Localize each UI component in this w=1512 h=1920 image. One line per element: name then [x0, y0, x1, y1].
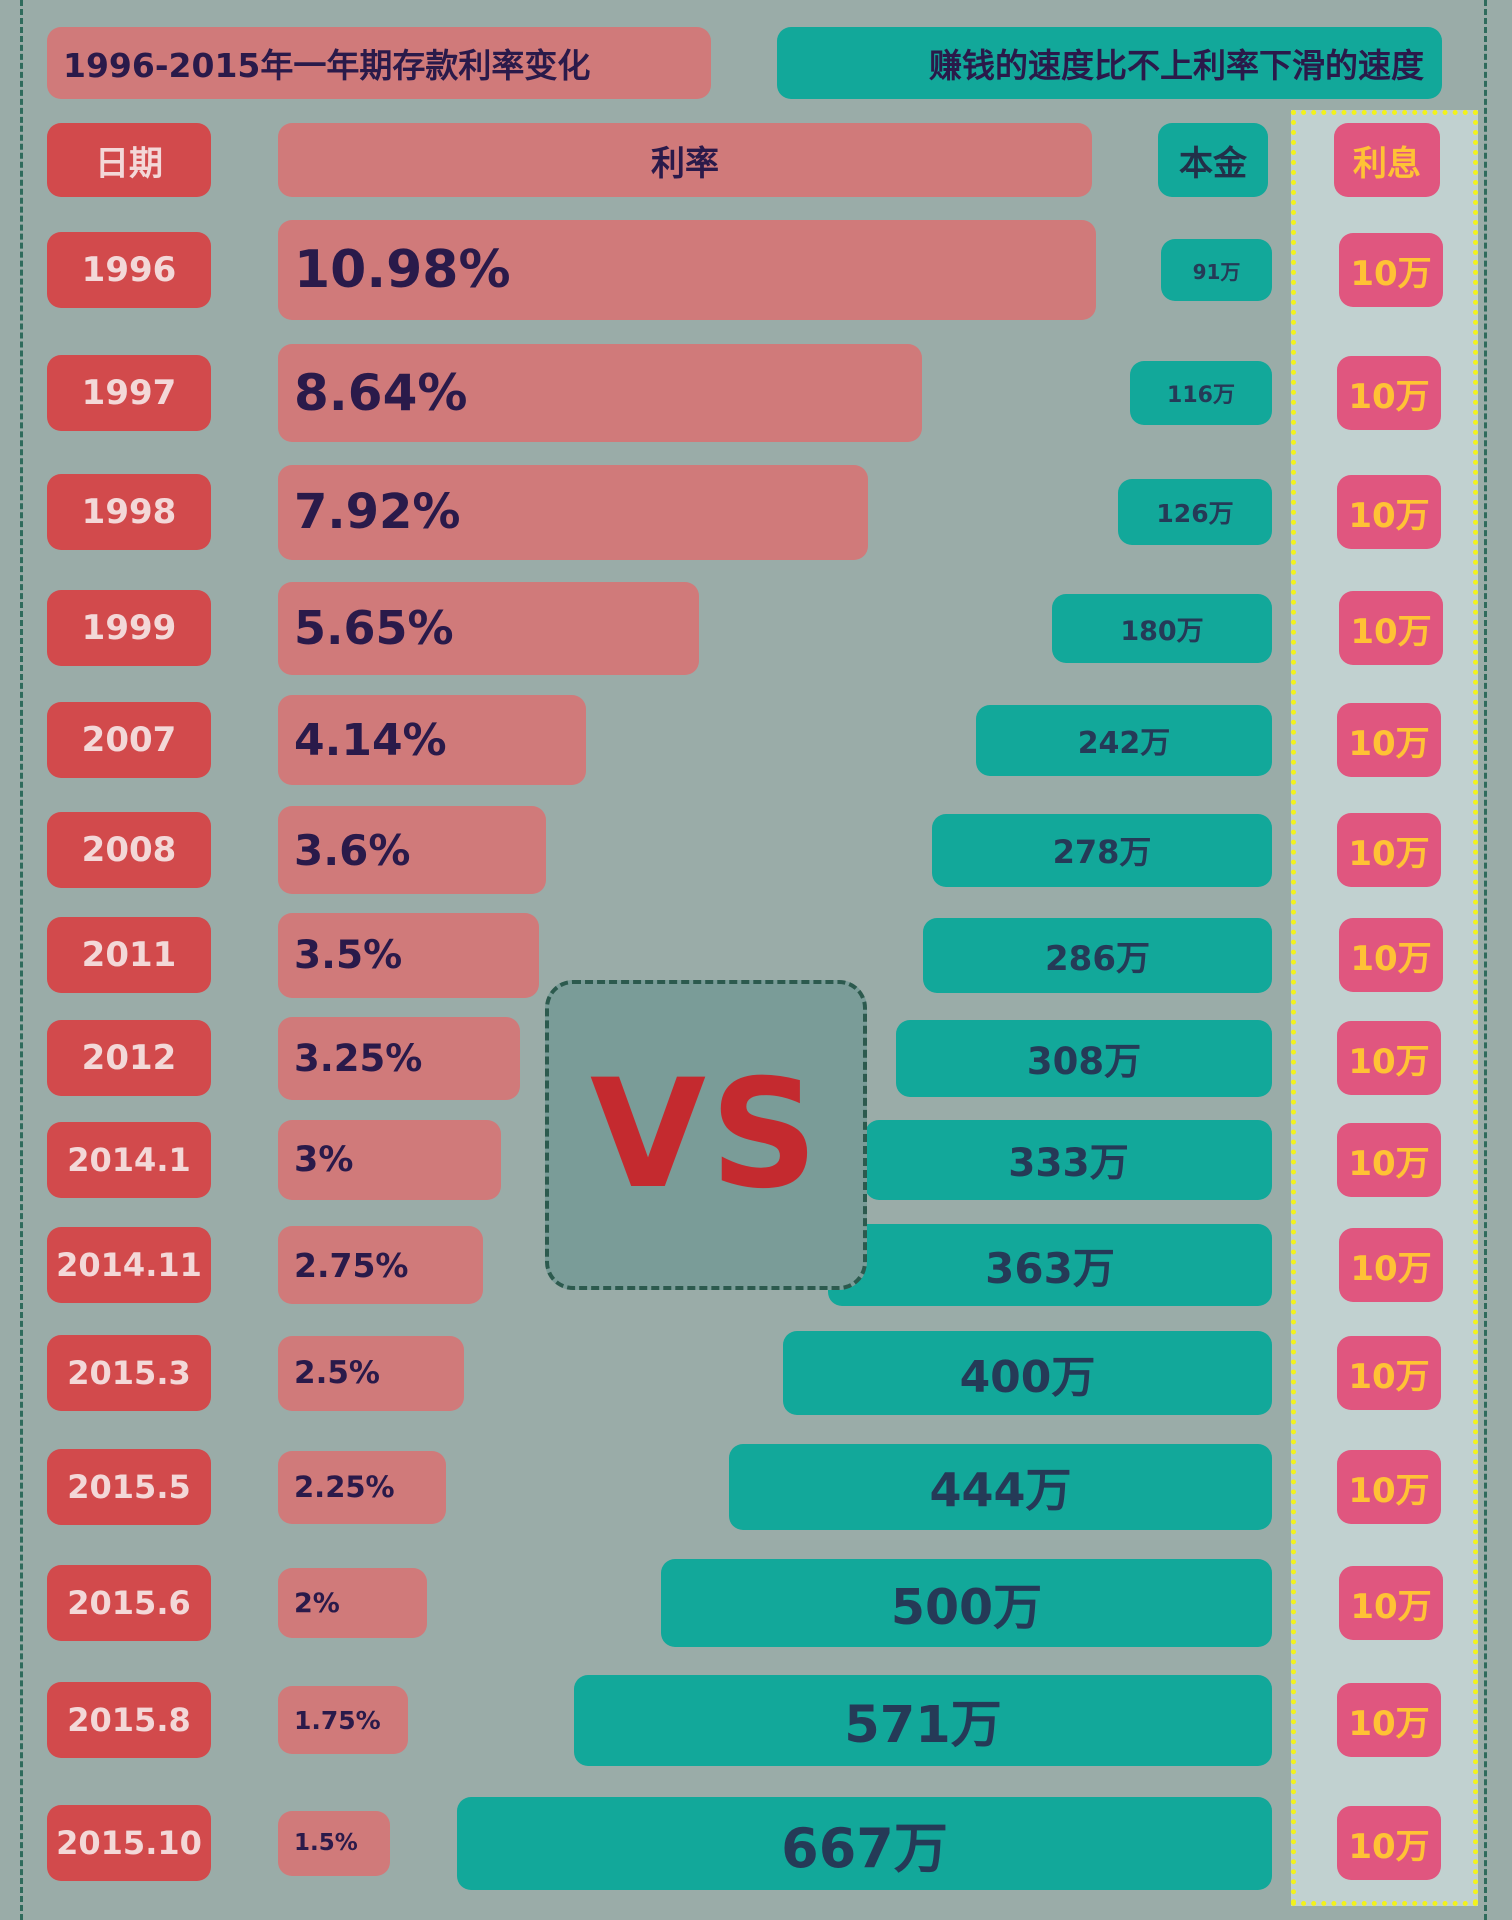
date-label: 2008 — [47, 812, 211, 888]
interest-badge: 10万 — [1337, 1806, 1441, 1880]
principal-bar: 91万 — [1161, 239, 1272, 301]
rate-bar: 8.64% — [278, 344, 922, 442]
principal-bar: 278万 — [932, 813, 1272, 887]
principal-bar: 571万 — [574, 1674, 1272, 1766]
principal-bar: 667万 — [457, 1796, 1272, 1890]
principal-bar: 308万 — [896, 1019, 1272, 1097]
rate-bar: 3% — [278, 1120, 501, 1200]
interest-badge: 10万 — [1337, 703, 1441, 777]
vs-badge: VS — [545, 980, 867, 1290]
interest-badge: 10万 — [1337, 356, 1441, 430]
date-label: 2015.10 — [47, 1805, 211, 1881]
column-header-date: 日期 — [47, 123, 211, 197]
interest-badge: 10万 — [1339, 1228, 1443, 1302]
principal-bar: 126万 — [1118, 479, 1272, 545]
rate-bar: 7.92% — [278, 464, 868, 560]
rate-bar: 3.5% — [278, 912, 539, 998]
interest-badge: 10万 — [1339, 233, 1443, 307]
date-label: 2015.8 — [47, 1682, 211, 1758]
date-label: 2015.6 — [47, 1565, 211, 1641]
rate-bar: 3.6% — [278, 806, 546, 894]
rate-bar: 1.5% — [278, 1810, 390, 1876]
principal-bar: 363万 — [828, 1224, 1272, 1306]
principal-bar: 400万 — [783, 1331, 1272, 1415]
interest-badge: 10万 — [1337, 1450, 1441, 1524]
date-label: 2014.11 — [47, 1227, 211, 1303]
principal-bar: 500万 — [661, 1559, 1272, 1647]
interest-badge: 10万 — [1337, 1021, 1441, 1095]
principal-bar: 180万 — [1052, 593, 1272, 663]
principal-bar: 242万 — [976, 704, 1272, 776]
rate-bar: 5.65% — [278, 581, 699, 675]
rate-bar: 3.25% — [278, 1016, 520, 1100]
frame-dashed-line-right — [1484, 0, 1487, 1920]
interest-badge: 10万 — [1339, 918, 1443, 992]
frame-dashed-line-left — [20, 0, 23, 1920]
interest-badge: 10万 — [1339, 1566, 1443, 1640]
principal-bar: 286万 — [923, 917, 1272, 993]
interest-badge: 10万 — [1337, 1123, 1441, 1197]
date-label: 2012 — [47, 1020, 211, 1096]
date-label: 2015.5 — [47, 1449, 211, 1525]
date-label: 2014.1 — [47, 1122, 211, 1198]
rate-bar: 2.75% — [278, 1226, 483, 1304]
date-label: 1999 — [47, 590, 211, 666]
rate-bar: 2.5% — [278, 1335, 464, 1411]
principal-bar: 116万 — [1130, 361, 1272, 425]
chart-title: 1996-2015年一年期存款利率变化 — [47, 27, 711, 99]
column-header-principal: 本金 — [1158, 123, 1268, 197]
column-header-interest: 利息 — [1334, 123, 1440, 197]
interest-badge: 10万 — [1337, 1683, 1441, 1757]
interest-badge: 10万 — [1337, 813, 1441, 887]
interest-badge: 10万 — [1337, 475, 1441, 549]
date-label: 1997 — [47, 355, 211, 431]
rate-bar: 2.25% — [278, 1450, 446, 1524]
rate-bar: 10.98% — [278, 220, 1096, 320]
date-label: 2015.3 — [47, 1335, 211, 1411]
column-header-rate: 利率 — [278, 123, 1092, 197]
chart-slogan: 赚钱的速度比不上利率下滑的速度 — [777, 27, 1442, 99]
interest-badge: 10万 — [1337, 1336, 1441, 1410]
rate-bar: 2% — [278, 1568, 427, 1638]
interest-badge: 10万 — [1339, 591, 1443, 665]
date-label: 1996 — [47, 232, 211, 308]
date-label: 2011 — [47, 917, 211, 993]
rate-bar: 4.14% — [278, 695, 586, 785]
vs-label: VS — [589, 1048, 823, 1222]
principal-bar: 444万 — [729, 1444, 1272, 1530]
rate-bar: 1.75% — [278, 1686, 408, 1754]
date-label: 2007 — [47, 702, 211, 778]
date-label: 1998 — [47, 474, 211, 550]
principal-bar: 333万 — [865, 1120, 1272, 1200]
